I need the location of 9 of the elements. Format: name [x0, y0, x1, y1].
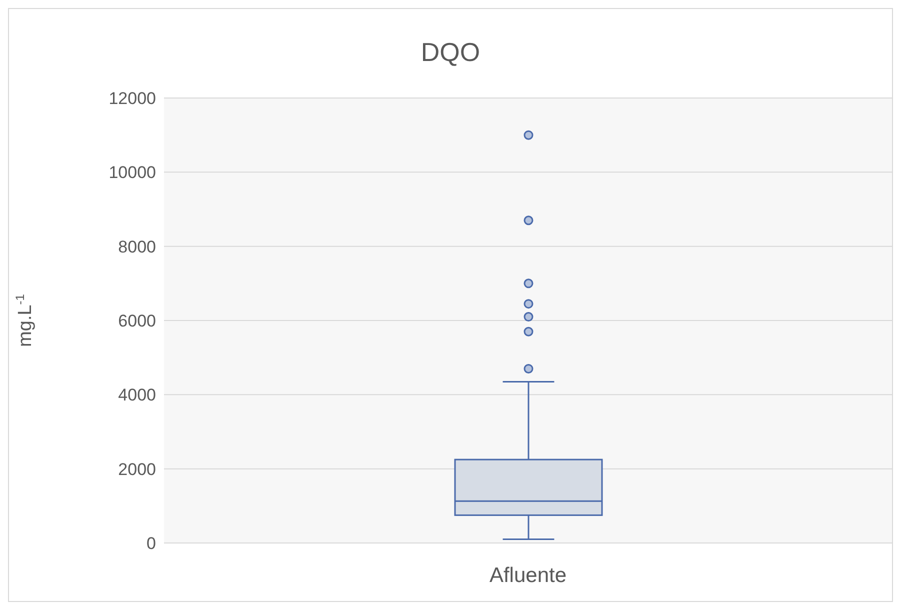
x-tick-label: Afluente — [489, 564, 567, 587]
y-tick-label: 8000 — [118, 237, 156, 256]
y-tick-label: 6000 — [118, 312, 156, 331]
y-tick-label: 2000 — [118, 460, 156, 479]
y-tick-label: 4000 — [118, 386, 156, 405]
y-tick-label: 0 — [146, 534, 156, 554]
y-tick-label: 10000 — [108, 163, 156, 182]
chart-title: DQO — [420, 37, 482, 68]
y-tick-label: 12000 — [108, 89, 156, 108]
